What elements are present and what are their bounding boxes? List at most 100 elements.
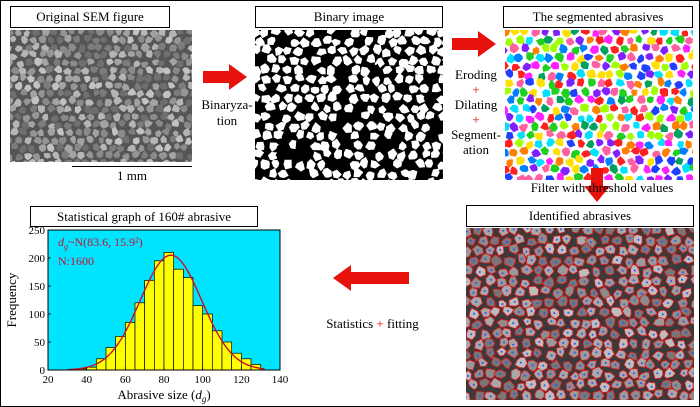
grain — [277, 169, 289, 178]
grain — [506, 53, 516, 64]
grain — [21, 35, 28, 45]
grain — [642, 43, 651, 51]
grain — [31, 96, 40, 105]
grain — [505, 87, 512, 95]
grain — [85, 99, 94, 107]
grain — [140, 30, 148, 36]
grain-center — [673, 363, 676, 366]
grain — [509, 43, 520, 54]
grain-center — [502, 229, 505, 232]
step-statistics-a: Statistics — [326, 316, 374, 331]
grain — [99, 159, 107, 162]
grain-center — [467, 375, 469, 377]
grain-center — [607, 352, 610, 355]
grain — [366, 121, 377, 131]
grain — [272, 113, 283, 122]
grain — [189, 129, 192, 136]
grain-center — [572, 268, 575, 271]
grain-center — [536, 323, 539, 326]
grain — [110, 89, 120, 98]
grain — [127, 160, 135, 162]
grain — [171, 104, 181, 113]
grain — [495, 390, 507, 400]
grain-center — [604, 361, 607, 364]
grain — [173, 89, 181, 97]
grain — [140, 42, 150, 52]
grain — [10, 127, 19, 136]
grain — [398, 104, 410, 114]
grain — [127, 50, 136, 57]
grain — [300, 149, 312, 159]
grain — [345, 83, 355, 94]
grain-center — [536, 302, 539, 305]
grain — [431, 83, 442, 93]
grain — [149, 114, 159, 120]
grain — [550, 359, 562, 371]
grain — [74, 158, 81, 162]
grain — [126, 105, 135, 114]
grain-center — [595, 351, 598, 354]
grain — [512, 88, 520, 97]
grain — [611, 30, 621, 36]
grain — [599, 45, 609, 56]
grain — [333, 149, 342, 160]
grain-center — [657, 343, 660, 346]
grain-center — [585, 300, 588, 302]
grain — [545, 337, 559, 348]
grain-center — [549, 372, 552, 375]
grain-center — [640, 362, 643, 365]
grain-center — [622, 250, 625, 253]
grain — [521, 389, 532, 400]
grain — [296, 129, 305, 140]
grain — [114, 137, 123, 145]
grain — [384, 30, 395, 39]
grain — [123, 113, 131, 122]
grain — [651, 43, 660, 52]
grain-center — [542, 364, 545, 367]
grain — [674, 157, 684, 165]
grain — [378, 141, 387, 151]
grain — [38, 144, 47, 152]
grain — [31, 42, 40, 51]
grain — [339, 30, 349, 40]
grain — [93, 52, 101, 60]
grain — [21, 121, 30, 129]
grain-center — [640, 292, 643, 295]
grain — [37, 119, 46, 128]
grain — [360, 93, 371, 102]
grain — [645, 53, 654, 61]
grain — [334, 122, 344, 133]
step-filter: Filter with threshold values — [530, 180, 674, 195]
grain — [136, 159, 145, 162]
grain — [177, 41, 185, 51]
grain-center — [667, 302, 670, 304]
grain — [117, 35, 126, 45]
grain — [536, 158, 545, 168]
grain — [514, 138, 524, 148]
grain — [260, 63, 270, 74]
grain — [63, 159, 72, 162]
grain — [294, 111, 305, 121]
grain — [629, 389, 641, 400]
grain — [333, 101, 342, 112]
grain — [87, 42, 96, 50]
grain — [343, 148, 354, 159]
grain — [510, 30, 520, 36]
grain-center — [526, 320, 529, 323]
grain-center — [555, 238, 558, 241]
grain-center — [565, 237, 568, 240]
grain-center — [507, 385, 510, 388]
grain — [132, 30, 140, 36]
grain-center — [663, 363, 666, 366]
grain — [619, 63, 630, 72]
grain — [528, 285, 540, 297]
grain — [635, 34, 643, 44]
grain — [427, 72, 437, 82]
grain — [541, 164, 550, 173]
grain — [556, 263, 570, 277]
grain-center — [585, 323, 588, 326]
grain — [10, 103, 17, 112]
grain — [168, 30, 178, 38]
grain — [547, 71, 556, 82]
grain — [620, 45, 630, 54]
